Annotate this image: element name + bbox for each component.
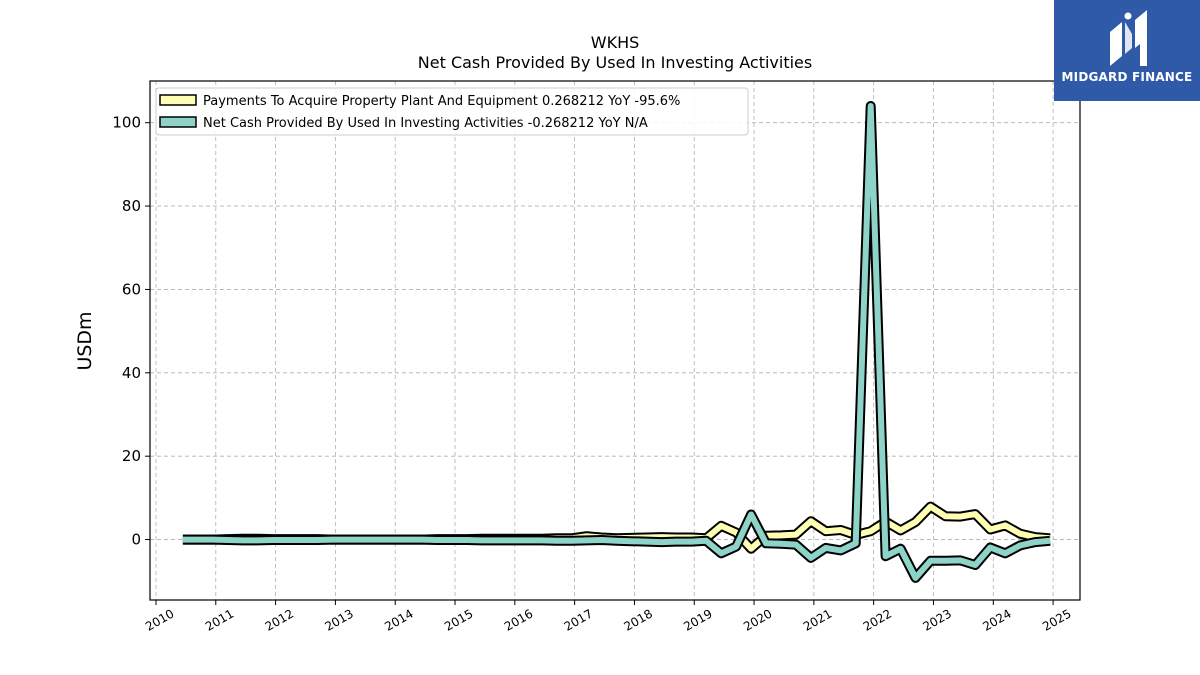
- logo-text: MIDGARD FINANCE: [1061, 70, 1193, 84]
- logo: MIDGARD FINANCE: [1054, 0, 1200, 101]
- x-tick-label: 2021: [801, 606, 834, 633]
- x-tick-label: 2015: [442, 606, 475, 633]
- x-tick-label: 2018: [621, 606, 654, 633]
- y-tick-label: 100: [112, 114, 141, 132]
- y-tick-label: 20: [122, 447, 141, 465]
- plot-frame: [149, 80, 1081, 601]
- x-tick-label: 2011: [203, 606, 236, 633]
- x-tick-label: 2019: [681, 606, 714, 633]
- x-tick-label: 2023: [921, 606, 954, 633]
- x-tick-label: 2025: [1040, 606, 1073, 633]
- x-tick-label: 2010: [143, 606, 176, 633]
- y-tick-label: 40: [122, 364, 141, 382]
- y-axis-label: USDm: [74, 311, 96, 370]
- y-tick-label: 0: [131, 531, 141, 549]
- y-tick-label: 80: [122, 197, 141, 215]
- x-tick-label: 2014: [382, 606, 415, 633]
- axis-ticks: 2010 2011 2012 2013 2014 2015 2016 2017 2018 2019…: [112, 114, 1073, 634]
- chart-title: WKHS: [591, 33, 640, 52]
- series-outline-1: [182, 101, 1051, 583]
- midgard-logo-icon: [1110, 10, 1147, 66]
- legend: Payments To Acquire Property Plant And E…: [155, 87, 749, 136]
- x-tick-label: 2012: [263, 606, 296, 633]
- x-tick-label: 2020: [741, 606, 774, 633]
- x-tick-label: 2016: [502, 606, 535, 633]
- x-tick-label: 2024: [980, 606, 1013, 633]
- legend-label-investing: Net Cash Provided By Used In Investing A…: [203, 116, 648, 131]
- chart-subtitle: Net Cash Provided By Used In Investing A…: [418, 53, 812, 72]
- x-tick-label: 2013: [322, 606, 355, 633]
- legend-swatch-investing: [159, 116, 197, 128]
- series-lines: [182, 101, 1051, 583]
- series-line-1: [182, 103, 1051, 581]
- legend-frame: [155, 87, 749, 136]
- legend-label-capex: Payments To Acquire Property Plant And E…: [203, 94, 680, 109]
- x-tick-label: 2017: [562, 606, 595, 633]
- y-tick-label: 60: [122, 280, 141, 298]
- x-tick-label: 2022: [861, 606, 894, 633]
- grid: [150, 81, 1080, 600]
- legend-swatch-capex: [159, 94, 197, 106]
